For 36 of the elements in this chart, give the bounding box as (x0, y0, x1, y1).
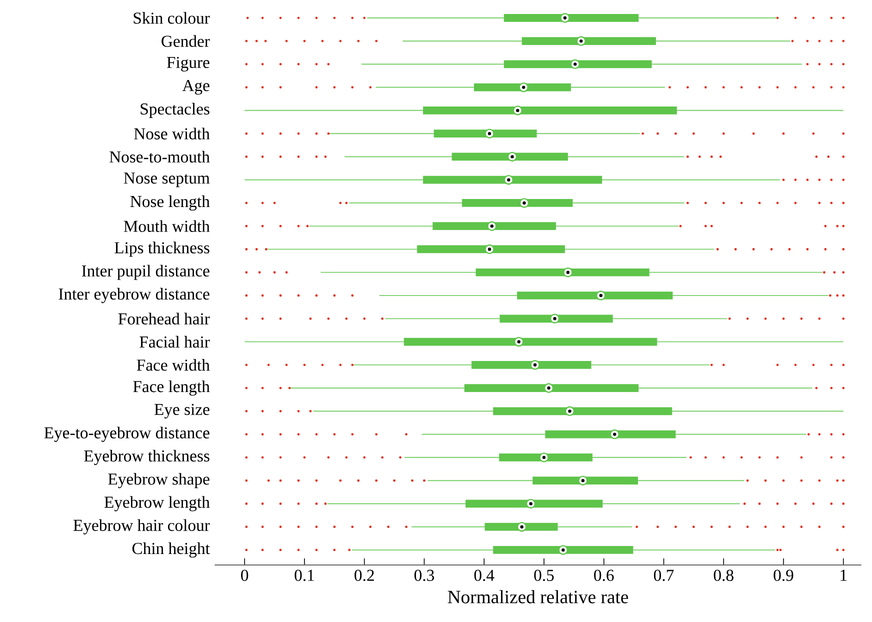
y-tick-label: Mouth width (124, 220, 210, 232)
x-tick-label: 0.5 (534, 570, 554, 582)
y-tick-label: Skin colour (134, 12, 210, 24)
x-tick-label: 0.9 (774, 570, 794, 582)
x-tick-label: 0.3 (414, 570, 434, 582)
y-tick-label: Facial hair (140, 336, 210, 348)
y-tick-label: Chin height (132, 542, 210, 558)
x-tick-label: 0.7 (654, 570, 674, 582)
x-tick-label: 0 (241, 570, 248, 581)
y-tick-label: Eye size (154, 404, 210, 418)
y-tick-label: Nose width (134, 128, 210, 140)
x-tick-label: 0.4 (474, 570, 494, 582)
y-tick-label: Eye-to-eyebrow distance (44, 426, 210, 442)
y-tick-label: Eyebrow thickness (84, 450, 210, 466)
y-tick-label: Nose septum (124, 172, 210, 188)
y-tick-label: Figure (166, 56, 210, 72)
x-tick-label: 0.6 (594, 570, 614, 582)
x-tick-label: 0.2 (354, 570, 374, 582)
x-axis-title: Normalized relative rate (448, 590, 628, 604)
y-tick-label: Spectacles (140, 102, 210, 118)
x-tick-label: 0.1 (294, 570, 314, 582)
y-tick-label: Face length (133, 380, 210, 396)
y-tick-label: Eyebrow length (104, 496, 210, 512)
y-tick-label: Gender (162, 35, 210, 47)
y-tick-label: Lips thickness (114, 242, 210, 257)
y-tick-label: Age (182, 80, 210, 95)
y-tick-label: Inter eyebrow distance (58, 288, 210, 304)
y-tick-label: Inter pupil distance (82, 264, 210, 280)
y-tick-label: Eyebrow hair colour (73, 519, 210, 534)
y-tick-label: Eyebrow shape (108, 472, 210, 488)
x-tick-label: 1 (840, 570, 847, 581)
y-tick-label: Face width (136, 359, 210, 371)
y-tick-label: Nose-to-mouth (110, 150, 210, 163)
y-tick-label: Forehead hair (118, 312, 210, 325)
x-tick-label: 0.8 (714, 570, 734, 582)
y-tick-label: Nose length (130, 195, 210, 211)
